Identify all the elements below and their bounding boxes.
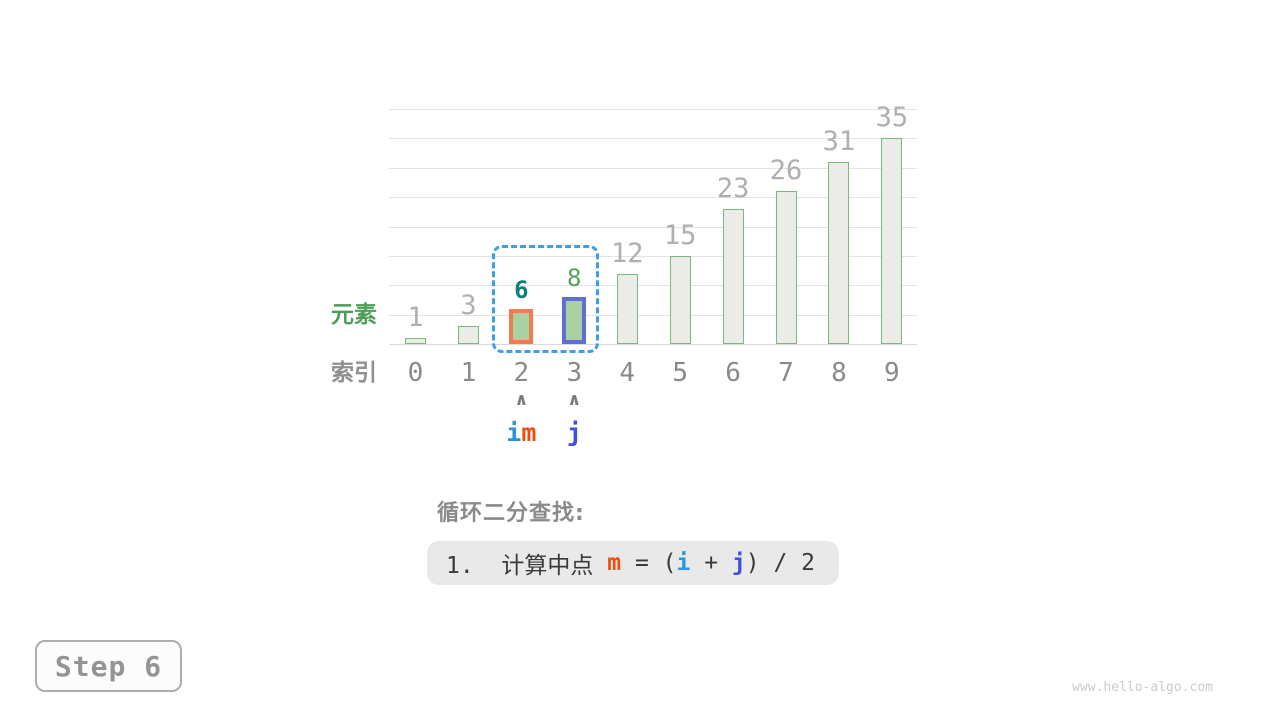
gridline bbox=[389, 285, 917, 287]
gridline bbox=[389, 344, 917, 345]
index-label: 0 bbox=[407, 358, 424, 388]
bar-value-label: 35 bbox=[875, 102, 909, 134]
selection-range-box bbox=[492, 245, 599, 353]
pointer-char-m: m bbox=[521, 418, 537, 447]
up-arrow-icon: ∧ bbox=[567, 390, 582, 410]
index-label: 5 bbox=[672, 358, 688, 388]
caption-text: 循环二分查找: bbox=[437, 501, 585, 526]
bar-value-label: 8 bbox=[567, 264, 582, 292]
bar-value-label: 3 bbox=[460, 290, 477, 322]
index-label: 8 bbox=[831, 358, 847, 388]
bar bbox=[775, 191, 797, 344]
bar bbox=[722, 208, 744, 344]
index-label: 7 bbox=[778, 358, 794, 388]
bar bbox=[881, 138, 903, 344]
step-badge: Step 6 bbox=[35, 640, 182, 692]
formula-segment: 1. 计算中点 bbox=[446, 553, 608, 579]
row-label-elements: 元素 bbox=[331, 302, 377, 328]
formula-segment: i bbox=[676, 550, 691, 576]
watermark-text: www.hello-algo.com bbox=[1072, 680, 1213, 695]
gridline bbox=[389, 255, 917, 257]
gridline bbox=[389, 138, 917, 140]
formula-segment: j bbox=[731, 550, 746, 576]
index-label: 9 bbox=[884, 358, 900, 388]
bar bbox=[616, 273, 638, 344]
pointer-label: im bbox=[506, 418, 536, 448]
bar-value-label: 1 bbox=[407, 302, 424, 334]
gridline bbox=[389, 167, 917, 169]
index-label: 2 bbox=[513, 358, 530, 388]
bar bbox=[562, 297, 587, 344]
bar-value-label: 15 bbox=[663, 219, 697, 251]
bar bbox=[509, 308, 534, 344]
gridline bbox=[389, 226, 917, 228]
index-row: 0 1 2 3 4 5 6 7 8 9 bbox=[389, 360, 917, 390]
bar-value-label: 23 bbox=[716, 172, 750, 204]
formula-box: 1. 计算中点 m = (i + j) / 2 bbox=[427, 541, 839, 585]
bar bbox=[828, 161, 850, 344]
bar bbox=[405, 338, 426, 344]
up-arrow-icon: ∧ bbox=[514, 390, 529, 410]
gridline bbox=[389, 109, 917, 110]
bar bbox=[457, 326, 479, 344]
formula-segment: ) / 2 bbox=[745, 550, 816, 576]
bar-value-label: 6 bbox=[514, 275, 529, 304]
formula-segment: m bbox=[607, 550, 622, 576]
bar bbox=[669, 255, 691, 344]
formula-segment: + bbox=[690, 550, 732, 576]
bar-value-label: 12 bbox=[610, 237, 644, 269]
gridline bbox=[389, 314, 917, 316]
pointer-label: j bbox=[567, 418, 582, 448]
index-label: 6 bbox=[725, 358, 741, 388]
pointer-char-i: i bbox=[506, 418, 522, 447]
row-label-index: 索引 bbox=[331, 360, 377, 386]
bar-value-label: 26 bbox=[769, 155, 803, 187]
index-label: 3 bbox=[566, 358, 583, 388]
pointer-char-j: j bbox=[566, 418, 582, 447]
index-label: 1 bbox=[460, 358, 477, 388]
index-label: 4 bbox=[619, 358, 636, 388]
bar-chart: 1 3 6 8 12 15 23 26 31 35 bbox=[389, 102, 917, 345]
bar-value-label: 31 bbox=[822, 125, 856, 157]
step-badge-label: Step 6 bbox=[54, 649, 163, 683]
gridline bbox=[389, 197, 917, 199]
formula-segment: = ( bbox=[621, 550, 677, 576]
